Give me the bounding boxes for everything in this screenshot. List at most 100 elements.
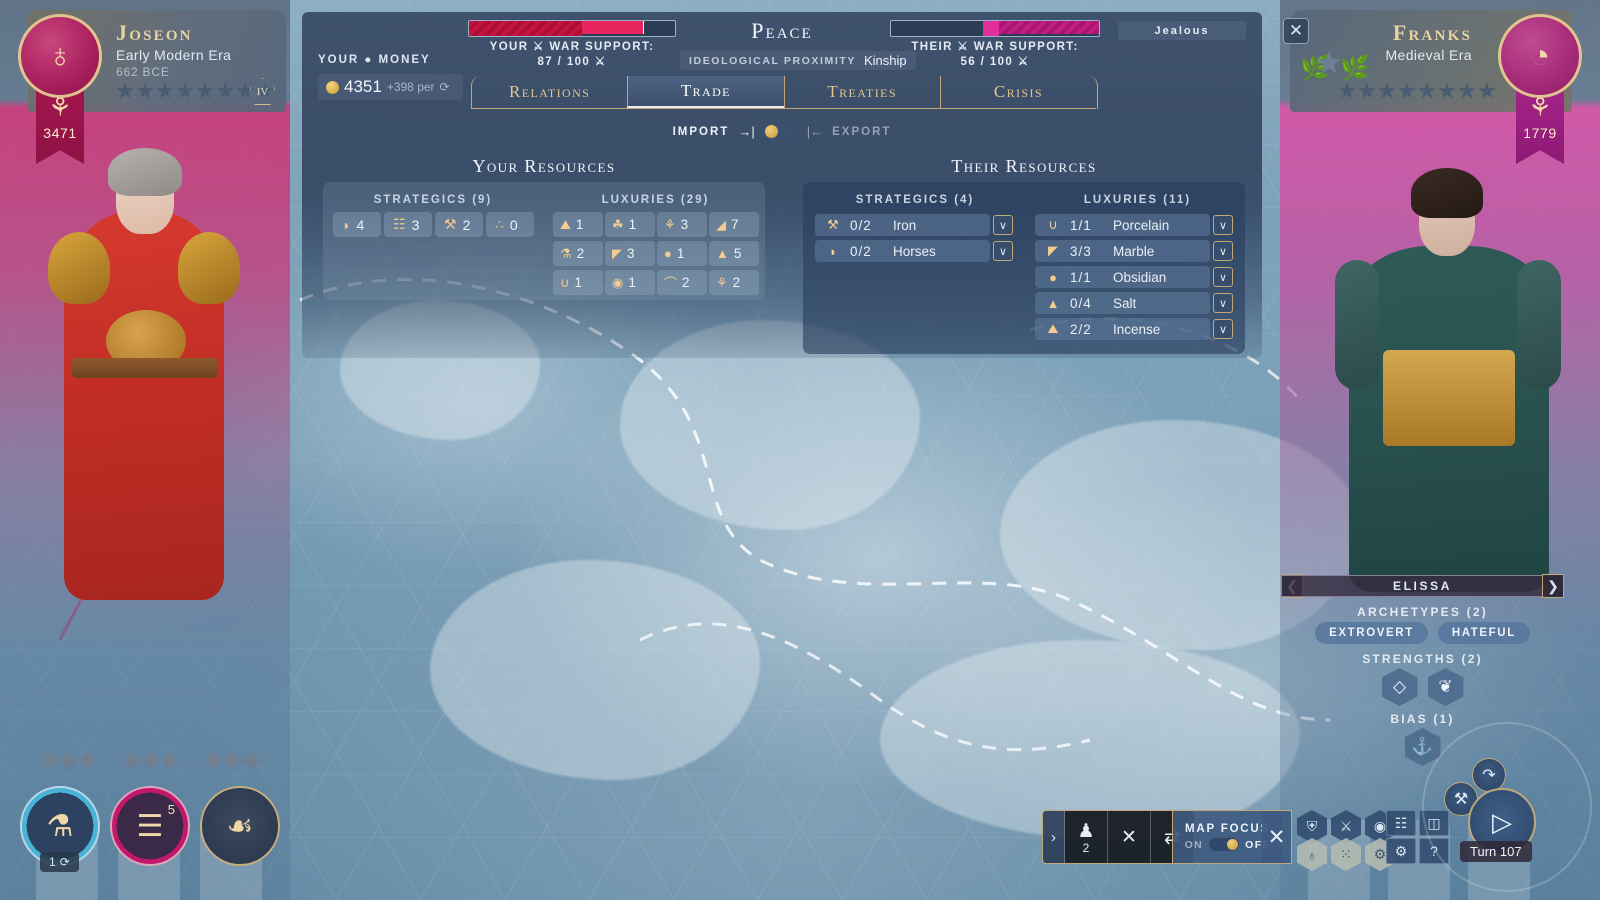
resource-dropdown-button[interactable]: ∨: [1213, 241, 1233, 261]
strengths-list: ◇ ❦: [1281, 668, 1564, 706]
import-arrow-icon: →|: [738, 124, 755, 139]
your-resources-title: Your Resources: [472, 156, 616, 176]
resources-icon[interactable]: ♁: [1297, 838, 1327, 871]
strategic-count: 4: [356, 216, 365, 233]
selected-unit-button[interactable]: ♟ 2: [1065, 811, 1108, 863]
luxury-cell[interactable]: ⌒ 2: [657, 270, 707, 295]
attitude-badge: Jealous: [1118, 21, 1246, 40]
import-label[interactable]: IMPORT: [672, 125, 730, 138]
religion-icon[interactable]: ⛨: [1297, 810, 1327, 843]
expand-unit-panel-button[interactable]: ›: [1043, 811, 1065, 863]
resource-dropdown-button[interactable]: ∨: [1213, 293, 1233, 313]
their-luxuries-header: LUXURIES (11): [1083, 194, 1192, 206]
faith-orb-button[interactable]: ☙: [200, 786, 280, 866]
military-icon[interactable]: ⚔: [1331, 810, 1361, 843]
civics-badge-count: 5: [167, 802, 175, 817]
tab-crisis[interactable]: Crisis: [939, 76, 1096, 108]
herbs-icon: ☘: [612, 216, 624, 232]
tab-relations[interactable]: Relations: [471, 76, 627, 108]
money-income: +398 per: [386, 80, 435, 94]
luxury-cell[interactable]: ⚘ 2: [709, 270, 759, 295]
codex-icon[interactable]: ☷: [1386, 810, 1416, 836]
export-label[interactable]: EXPORT: [832, 125, 892, 138]
luxury-cell[interactable]: ◉ 1: [605, 270, 655, 295]
import-export-toggle[interactable]: [763, 124, 798, 139]
their-luxury-row[interactable]: ∪ 1/1 Porcelain: [1035, 214, 1210, 236]
luxury-cell[interactable]: ● 1: [657, 241, 707, 266]
their-luxury-row[interactable]: ● 1/1 Obsidian: [1035, 266, 1210, 288]
bias-header: BIAS (1): [1390, 712, 1455, 726]
tab-trade[interactable]: Trade: [627, 76, 784, 108]
ruler-sleeve-right: [1517, 260, 1561, 390]
right-nation-name: Franks: [1392, 20, 1472, 45]
archetype-pill[interactable]: HATEFUL: [1437, 622, 1530, 644]
settings-icon[interactable]: ⚙: [1386, 838, 1416, 864]
nurture-hands-icon[interactable]: ❦: [1427, 668, 1464, 706]
their-strategic-row[interactable]: ⚒ 0/2 Iron: [815, 214, 990, 236]
left-nation-era: Early Modern Era: [116, 47, 232, 63]
resource-dropdown-button[interactable]: ∨: [993, 241, 1013, 261]
resource-dropdown-button[interactable]: ∨: [993, 215, 1013, 235]
resource-dropdown-button[interactable]: ∨: [1213, 319, 1233, 339]
salt-icon: ▲: [1046, 295, 1060, 311]
skip-unit-button[interactable]: ✕: [1108, 811, 1151, 863]
strategic-chip[interactable]: ⚒ 2: [435, 212, 483, 237]
iron-icon: ☷: [393, 216, 406, 232]
close-diplomacy-button[interactable]: ✕: [1283, 18, 1309, 44]
star-icon: [136, 82, 154, 99]
copper-icon: ⚒: [444, 216, 457, 232]
money-amount: 4351: [344, 77, 382, 96]
their-war-support-fill-hatched: [999, 21, 1099, 34]
your-luxuries-grid: ⛰ 1 ☘ 1 ⚘ 3 ◢ 7 ⚗ 2 ◤ 3 ● 1 ▲ 5 ∪ 1 ◉ 1: [553, 212, 759, 295]
ideological-proximity-label: IDEOLOGICAL PROXIMITY: [689, 54, 856, 67]
resource-dropdown-button[interactable]: ∨: [1213, 215, 1233, 235]
their-strategic-row[interactable]: ◗ 0/2 Horses: [815, 240, 990, 262]
horses-icon: ◗: [342, 216, 351, 233]
toggle-knob: [764, 125, 778, 138]
resource-name: Iron: [893, 217, 917, 233]
rotate-icon[interactable]: ↷: [1472, 758, 1506, 792]
tab-bar-end-cap: [1084, 76, 1098, 109]
spices-icon: ⚘: [716, 274, 728, 290]
luxury-cell[interactable]: ◢ 7: [709, 212, 759, 237]
map-focus-close-button[interactable]: ✕: [1262, 810, 1292, 864]
your-luxuries-header: LUXURIES (29): [601, 194, 710, 206]
archetype-pill[interactable]: EXTROVERT: [1315, 622, 1428, 644]
diamond-icon: [122, 751, 141, 770]
resource-amount: 2/2: [1070, 321, 1092, 337]
resource-name: Horses: [893, 243, 936, 259]
their-luxury-row[interactable]: ⛰ 2/2 Incense: [1035, 318, 1210, 340]
resource-name: Salt: [1113, 295, 1137, 311]
diamond-rank-icon[interactable]: ◇: [1381, 668, 1418, 706]
luxury-cell[interactable]: ▲ 5: [709, 241, 759, 266]
star-icon: [1338, 82, 1356, 99]
science-flask-icon: ⚗: [46, 809, 74, 843]
tab-treaties[interactable]: Treaties: [783, 76, 940, 108]
resource-dropdown-button[interactable]: ∨: [1213, 267, 1233, 287]
their-luxury-row[interactable]: ◤ 3/3 Marble: [1035, 240, 1210, 262]
map-focus-toggle[interactable]: [1209, 838, 1240, 851]
civics-orb-button[interactable]: ☰ 5: [110, 786, 190, 866]
money-display[interactable]: 4351 +398 per ⟳: [318, 74, 463, 100]
their-luxury-row[interactable]: ▲ 0/4 Salt: [1035, 292, 1210, 314]
strategic-chip[interactable]: ◗ 4: [333, 212, 381, 237]
luxury-cell[interactable]: ◤ 3: [605, 241, 655, 266]
strategic-chip[interactable]: ∴ 0: [486, 212, 534, 237]
luxury-cell[interactable]: ⚗ 2: [553, 241, 603, 266]
culture-icon[interactable]: ⁙: [1331, 838, 1361, 871]
luxury-cell[interactable]: ☘ 1: [605, 212, 655, 237]
cotton-icon: ⚘: [664, 216, 676, 232]
luxury-cell[interactable]: ⚘ 3: [657, 212, 707, 237]
resource-amount: 3/3: [1070, 243, 1092, 259]
luxury-cell[interactable]: ∪ 1: [553, 270, 603, 295]
diamond-icon: [141, 751, 160, 770]
diamond-icon: [78, 751, 97, 770]
ruler-belt: [1383, 350, 1515, 446]
strategic-chip[interactable]: ☷ 3: [384, 212, 432, 237]
war-support-fill-hatched: [469, 21, 583, 36]
luxury-cell[interactable]: ⛰ 1: [553, 212, 603, 237]
build-icon[interactable]: ⚒: [1444, 782, 1478, 816]
strategic-count: 3: [411, 216, 420, 233]
luxury-count: 1: [676, 246, 685, 261]
persona-next-button[interactable]: ❯: [1542, 574, 1564, 598]
